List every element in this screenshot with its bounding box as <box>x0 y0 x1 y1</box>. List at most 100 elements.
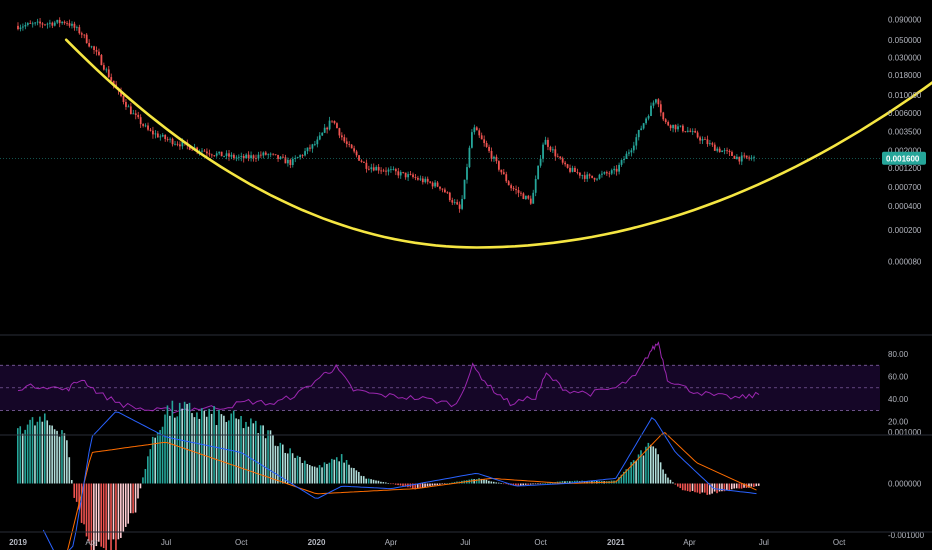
candle-body <box>708 143 711 145</box>
macd-histogram-bar <box>559 481 561 484</box>
current-price-label: 0.001600 <box>886 154 920 163</box>
macd-histogram-bar <box>642 455 645 484</box>
price-pane[interactable] <box>0 17 932 249</box>
macd-histogram-bar <box>350 467 353 484</box>
macd-histogram-bar <box>48 425 51 484</box>
time-axis[interactable]: 2019 Apr Jul Oct 2020 Apr Jul Oct 2021 Apr Jul Oct <box>9 538 846 547</box>
candle-body <box>385 170 387 172</box>
candle-body <box>500 169 503 173</box>
candle-body <box>615 168 618 172</box>
candle-body <box>176 143 179 145</box>
candle-body <box>669 125 672 129</box>
candle-body <box>169 138 172 140</box>
candle-body <box>534 179 537 193</box>
macd-histogram-bar <box>441 483 444 485</box>
candle-body <box>309 147 311 149</box>
candle-body <box>203 150 206 152</box>
candle-body <box>642 123 645 129</box>
macd-histogram-bar <box>110 483 112 550</box>
rsi-pane[interactable]: 80.00 60.00 40.00 20.00 <box>0 341 909 427</box>
macd-histogram-bar <box>735 483 738 489</box>
candle-body <box>686 130 689 132</box>
macd-histogram-bar <box>281 444 284 484</box>
cup-curve-drawing[interactable] <box>64 38 932 249</box>
macd-histogram-bar <box>232 410 235 484</box>
candle-body <box>318 135 321 140</box>
candle-body <box>166 139 169 140</box>
candle-body <box>431 182 434 187</box>
macd-histogram-bar <box>112 483 115 540</box>
macd-histogram-bar <box>129 483 132 514</box>
candle-body <box>689 130 692 132</box>
macd-histogram-bar <box>365 478 367 484</box>
macd-histogram-bar <box>686 483 689 492</box>
price-tick-label: 0.018000 <box>888 71 922 80</box>
candle-body <box>613 168 616 171</box>
macd-histogram-bar <box>166 405 169 484</box>
candle-body <box>618 164 621 172</box>
macd-histogram-bar <box>738 483 740 489</box>
macd-histogram-bar <box>29 419 31 484</box>
macd-histogram-bar <box>272 435 274 484</box>
candle-body <box>277 154 279 159</box>
candle-body <box>306 147 309 152</box>
macd-histogram-bar <box>672 482 674 484</box>
candle-body <box>257 154 260 159</box>
candle-body <box>446 192 449 194</box>
candle-body <box>255 158 257 160</box>
candle-body <box>105 69 108 71</box>
candle-body <box>696 132 699 138</box>
candle-body <box>137 114 140 118</box>
macd-histogram-bar <box>691 483 694 491</box>
rsi-tick-label: 80.00 <box>888 350 909 359</box>
candle-body <box>311 144 314 149</box>
time-tick-label: Jul <box>759 538 769 547</box>
macd-histogram-bar <box>240 416 242 484</box>
candle-body <box>387 169 390 172</box>
price-tick-label: 0.000080 <box>888 257 922 266</box>
macd-tick-label: -0.001000 <box>888 531 925 540</box>
price-tick-label: 0.002000 <box>888 147 922 156</box>
macd-histogram-bar <box>291 453 294 484</box>
rsi-tick-label: 60.00 <box>888 373 909 382</box>
candle-body <box>424 178 427 183</box>
macd-histogram-bar <box>107 483 110 540</box>
macd-histogram-bar <box>115 483 117 550</box>
candle-body <box>706 139 709 145</box>
candle-body <box>574 167 576 172</box>
candle-body <box>456 202 459 205</box>
macd-histogram-bar <box>561 480 564 484</box>
macd-histogram-bar <box>524 483 527 485</box>
candle-body <box>129 106 132 115</box>
candle-body <box>402 172 405 173</box>
macd-histogram-bar <box>669 479 672 484</box>
candle-body <box>225 153 228 157</box>
macd-histogram-bar <box>70 480 73 484</box>
macd-histogram-bar <box>475 479 478 484</box>
candle-body <box>529 198 532 204</box>
price-axis[interactable]: 0.090000 0.050000 0.030000 0.018000 0.010000… <box>882 16 926 267</box>
candle-body <box>31 23 34 25</box>
candle-body <box>588 174 591 176</box>
macd-histogram-bar <box>703 483 706 493</box>
macd-signal-line <box>67 431 757 550</box>
candle-body <box>750 157 753 159</box>
candle-body <box>677 126 679 130</box>
macd-histogram-bar <box>102 483 105 549</box>
candle-body <box>338 128 341 136</box>
price-tick-label: 0.000200 <box>888 226 922 235</box>
candle-body <box>659 104 662 113</box>
macd-pane[interactable]: 0.001000 0.000000 -0.001000 <box>16 400 925 550</box>
candle-body <box>61 21 64 24</box>
macd-histogram-bar <box>80 483 83 523</box>
macd-histogram-bar <box>343 462 345 484</box>
macd-histogram-bar <box>127 483 130 524</box>
candle-body <box>19 27 22 30</box>
candle-body <box>647 115 650 119</box>
candle-body <box>46 23 49 25</box>
macd-histogram-bar <box>250 418 252 484</box>
macd-histogram-bar <box>711 483 713 494</box>
candle-body <box>274 154 277 156</box>
candle-body <box>154 133 157 135</box>
